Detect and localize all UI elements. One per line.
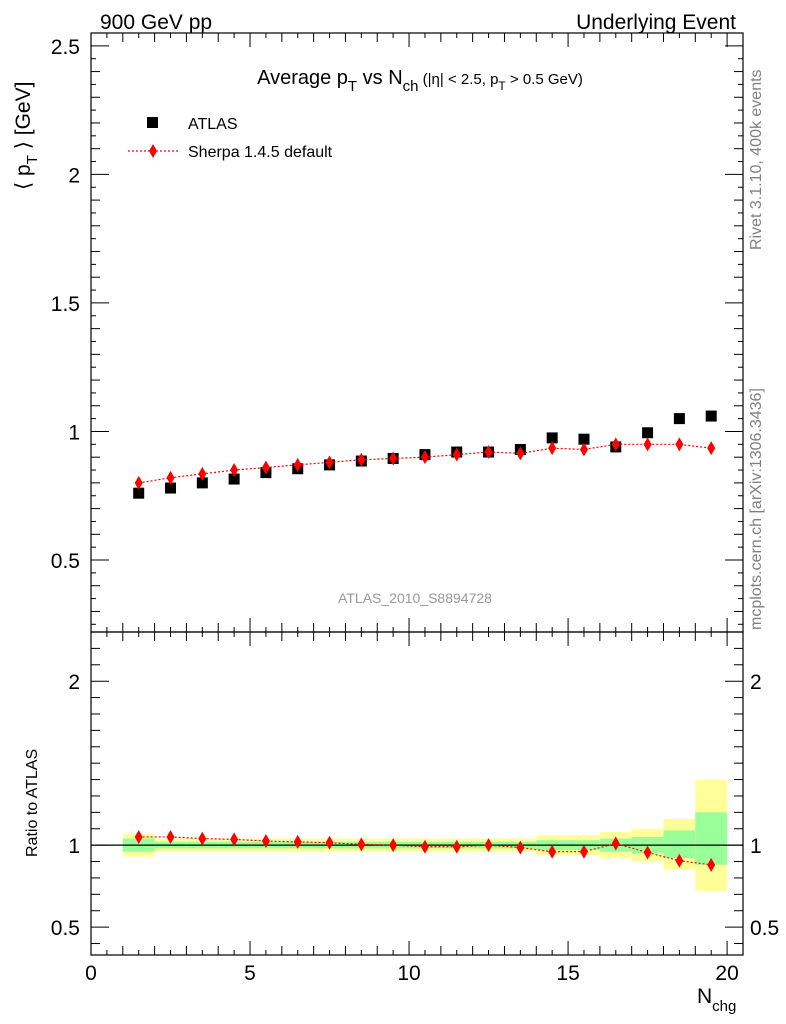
ratio-sherpa-point [261,834,270,849]
header-right: Underlying Event [576,11,736,34]
main-ylabel: ⟨ pT ⟩ [GeV] [12,82,41,190]
sherpa-point [516,446,525,461]
ratio-sherpa-point [357,837,366,852]
sherpa-point [261,460,270,475]
ratio-sherpa-point [230,832,239,847]
main-y-tick-label: 1.5 [51,293,80,316]
x-tick-label: 10 [397,962,420,985]
ratio-y-tick-label-right: 0.5 [750,917,779,940]
atlas-point [642,427,654,439]
sherpa-point [579,442,588,457]
axes: 0 5 10 15 20 0.5 1 1.5 2 2.5 0.5 0.5 1 1 2 2 [51,32,779,985]
ratio-sherpa-point [166,829,175,844]
sherpa-point [420,450,429,465]
sherpa-point [675,437,684,452]
ratio-sherpa-point [325,835,334,850]
legend-atlas-label: ATLAS [188,116,238,133]
atlas-point [705,410,717,422]
main-y-tick-label: 2 [68,164,80,187]
atlas-point [578,433,590,445]
sherpa-point [643,437,652,452]
main-y-tick-label: 1 [68,421,80,444]
ratio-sherpa-point [420,839,429,854]
sherpa-point [293,457,302,472]
atlas-point [228,473,240,485]
ratio-frame [90,631,744,956]
atlas-point [165,482,177,494]
atlas-point [196,477,208,489]
ratio-sherpa-point [516,840,525,855]
sherpa-point [357,452,366,467]
sherpa-point [134,475,143,490]
ratio-sherpa-point [707,857,716,872]
ratio-sherpa-point [643,845,652,860]
analysis-watermark: ATLAS_2010_S8894728 [338,590,492,606]
ratio-sherpa-point [134,829,143,844]
legend: ATLAS Sherpa 1.4.5 default [128,116,333,161]
x-axis-label: Nchg [697,985,736,1015]
ratio-sherpa-point [198,831,207,846]
header-left: 900 GeV pp [100,11,212,34]
sherpa-point [611,437,620,452]
sherpa-point [166,470,175,485]
x-tick-label: 0 [85,962,97,985]
sherpa-point [325,455,334,470]
ratio-y-tick-label-left: 0.5 [51,917,80,940]
ratio-y-tick-label-right: 1 [750,835,762,858]
ratio-uncertainty-bands [122,779,728,892]
main-title: Average pT vs Nch (|η| < 2.5, pT > 0.5 G… [257,67,583,95]
main-y-tick-label: 2.5 [51,36,80,59]
sherpa-point [452,447,461,462]
main-y-tick-label: 0.5 [51,550,80,573]
ratio-sherpa-point [293,834,302,849]
ratio-sherpa-point [579,844,588,859]
rivet-label: Rivet 3.1.10, 400k events [748,69,765,250]
ratio-band-inner [695,812,728,865]
ratio-band-inner [663,830,696,859]
ratio-y-tick-label-right: 2 [750,671,762,694]
ratio-y-tick-label-left: 1 [68,835,80,858]
atlas-point [133,487,145,499]
ratio-sherpa-point [675,853,684,868]
legend-sherpa-label: Sherpa 1.4.5 default [188,144,333,161]
ratio-sherpa-point [484,838,493,853]
sherpa-point [484,445,493,460]
mcplots-label: mcplots.cern.ch [arXiv:1306.3436] [748,388,765,630]
sherpa-point [389,451,398,466]
ratio-sherpa-point [548,844,557,859]
sherpa-point [198,466,207,481]
x-tick-label: 15 [556,962,579,985]
legend-sherpa-marker [149,144,157,158]
sherpa-point [548,441,557,456]
ratio-y-tick-label-left: 2 [68,671,80,694]
x-tick-label: 20 [715,962,738,985]
atlas-point [546,432,558,444]
ratio-sherpa-point [452,839,461,854]
ratio-ylabel: Ratio to ATLAS [24,749,41,857]
sherpa-point [230,463,239,478]
ratio-panel-marks [91,829,743,872]
ratio-sherpa-point [389,838,398,853]
ratio-sherpa-point [611,836,620,851]
main-panel-marks [133,410,717,499]
x-tick-label: 5 [244,962,256,985]
atlas-point [673,413,685,425]
legend-atlas-marker [147,117,158,128]
sherpa-point [707,441,716,456]
